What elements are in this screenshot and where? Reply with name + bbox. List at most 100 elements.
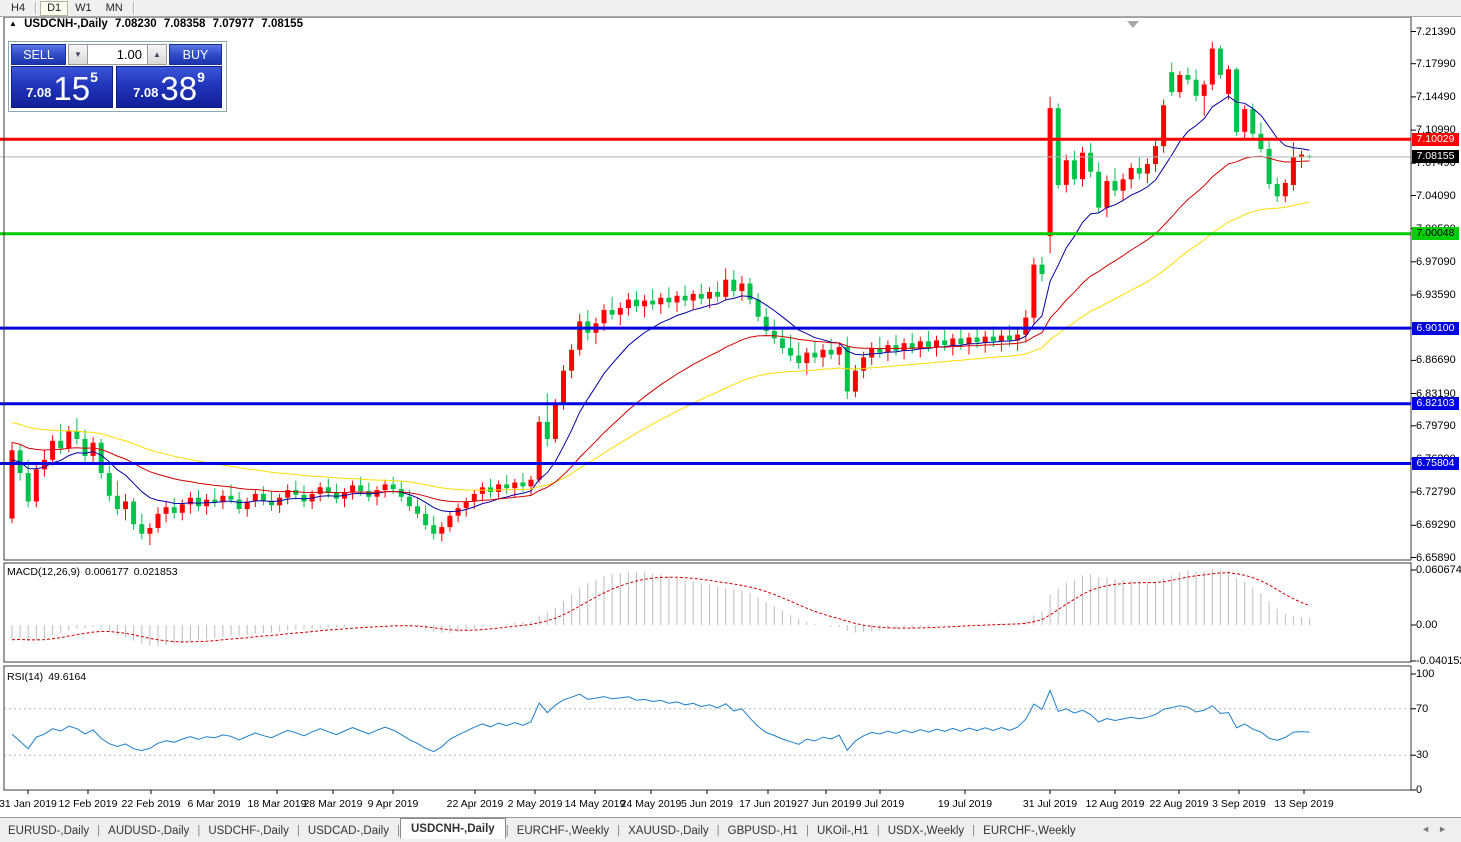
price-axis-label: 7.04090 <box>1416 189 1456 202</box>
trade-panel-prices: 7.08 15 5 7.08 38 9 <box>9 66 226 109</box>
date-axis-label: 12 Feb 2019 <box>58 798 118 810</box>
price-badge[interactable]: 7.08155 <box>1412 150 1459 164</box>
rsi-axis-label: 100 <box>1416 668 1435 680</box>
macd-axis-label: -0.040152 <box>1416 655 1461 667</box>
buy-button[interactable]: BUY <box>169 44 222 65</box>
macd-axis-label: 0.060674 <box>1416 564 1461 576</box>
date-axis-label: 22 Aug 2019 <box>1149 798 1209 810</box>
price-axis-label: 6.86690 <box>1416 354 1456 367</box>
chart-shift-marker-icon[interactable] <box>1127 21 1139 28</box>
tab-divider: | <box>396 824 400 837</box>
symbol-name: USDCNH-,Daily <box>24 18 108 30</box>
timeframe-button-w1[interactable]: W1 <box>75 1 92 14</box>
chart-tab-usdchf-daily[interactable]: USDCHF-,Daily <box>208 824 289 837</box>
symbol-header: ▲ USDCNH-,Daily 7.08230 7.08358 7.07977 … <box>9 18 307 30</box>
timeframe-button-d1[interactable]: D1 <box>40 0 69 16</box>
ma-slow-line <box>11 201 1310 491</box>
price-badge[interactable]: 7.00048 <box>1412 227 1459 241</box>
chart-tab-eurchf-weekly[interactable]: EURCHF-,Weekly <box>516 824 610 837</box>
date-axis-label: 6 Mar 2019 <box>187 798 241 810</box>
price-axis-label: 6.83190 <box>1416 387 1456 400</box>
candles-layer <box>9 41 1313 546</box>
tab-scroll-right-icon[interactable]: ► <box>1438 824 1455 834</box>
volume-decrease-button[interactable]: ▼ <box>68 44 88 65</box>
price-axis-label: 7.17990 <box>1416 57 1456 70</box>
price-axis-label: 6.69290 <box>1416 519 1456 532</box>
date-axis-label: 3 Sep 2019 <box>1212 798 1266 810</box>
date-axis-label: 17 Jun 2019 <box>739 798 797 810</box>
toolbar-separator <box>132 2 135 14</box>
timeframe-button-h4[interactable]: H4 <box>11 1 26 14</box>
date-axis-label: 27 Jun 2019 <box>797 798 855 810</box>
date-axis-label: 28 Mar 2019 <box>303 798 363 810</box>
tab-divider: | <box>972 824 976 837</box>
horizontal-lines-layer[interactable] <box>0 137 1411 465</box>
rsi-value: 49.6164 <box>48 671 87 683</box>
tab-divider: | <box>617 824 621 837</box>
chart-tabs-bar: EURUSD-,Daily | AUDUSD-,Daily | USDCHF-,Dail… <box>0 817 1461 842</box>
timeframe-toolbar: H4 D1 W1 MN <box>0 0 1461 17</box>
macd-value-signal: 0.021853 <box>133 566 178 578</box>
rsi-axis-label: 70 <box>1416 702 1429 715</box>
sell-price-pip: 5 <box>90 69 98 85</box>
toolbar-separator <box>35 2 38 14</box>
volume-increase-button[interactable]: ▲ <box>147 44 167 65</box>
price-axis-label: 6.93590 <box>1416 289 1456 301</box>
chart-tab-ukoil-h1[interactable]: UKOil-,H1 <box>816 824 869 837</box>
collapse-panel-icon[interactable]: ▲ <box>9 19 17 28</box>
price-badge[interactable]: 6.75804 <box>1412 457 1459 470</box>
tab-divider: | <box>97 824 101 837</box>
sell-button[interactable]: SELL <box>11 44 66 65</box>
chart-tab-usdx-weekly[interactable]: USDX-,Weekly <box>887 824 965 837</box>
tab-divider: | <box>805 824 809 837</box>
tab-scroll-arrows: ◄► <box>1421 824 1455 834</box>
macd-value-main: 0.006177 <box>84 566 129 578</box>
date-axis-label: 13 Sep 2019 <box>1274 798 1334 810</box>
buy-price-box[interactable]: 7.08 38 9 <box>116 66 222 108</box>
chart-tab-usdcnh-daily[interactable]: USDCNH-,Daily <box>399 818 506 839</box>
volume-input[interactable] <box>88 44 147 65</box>
tab-scroll-left-icon[interactable]: ◄ <box>1421 824 1439 834</box>
date-axis-label: 14 May 2019 <box>564 798 626 810</box>
chart-tab-usdcad-daily[interactable]: USDCAD-,Daily <box>307 824 389 837</box>
sell-price-box[interactable]: 7.08 15 5 <box>11 66 113 108</box>
date-axis-label: 22 Feb 2019 <box>121 798 181 810</box>
chart-tab-audusd-daily[interactable]: AUDUSD-,Daily <box>108 824 190 837</box>
rsi-axis-label: 30 <box>1416 749 1429 762</box>
chart-tab-eurchf-weekly[interactable]: EURCHF-,Weekly <box>983 824 1076 837</box>
rsi-level-lines <box>4 708 1411 756</box>
date-axis-label: 19 Jul 2019 <box>937 798 993 810</box>
ohlc-open: 7.08230 <box>115 18 157 30</box>
price-axis-label: 7.14490 <box>1416 90 1456 103</box>
date-axis-label: 18 Mar 2019 <box>247 798 307 810</box>
rsi-label: RSI(14) 49.6164 <box>7 671 91 683</box>
sell-price-big: 15 <box>53 70 91 107</box>
chart-tab-gbpusd-h1[interactable]: GBPUSD-,H1 <box>727 824 798 837</box>
sell-price-prefix: 7.08 <box>26 85 52 100</box>
macd-name: MACD(12,26,9) <box>7 566 80 578</box>
macd-label: MACD(12,26,9) 0.006177 0.021853 <box>7 566 183 578</box>
price-badge[interactable]: 7.10029 <box>1412 132 1459 146</box>
tab-divider: | <box>716 824 720 837</box>
ohlc-low: 7.07977 <box>212 18 255 30</box>
tab-divider: | <box>876 824 880 837</box>
ma-fast-line <box>11 95 1310 513</box>
timeframe-button-mn[interactable]: MN <box>105 1 123 14</box>
tab-divider: | <box>197 824 201 837</box>
ohlc-close: 7.08155 <box>261 18 303 30</box>
price-badge[interactable]: 6.82103 <box>1412 397 1459 411</box>
price-axis-label: 6.79790 <box>1416 419 1456 432</box>
macd-axis-label: 0.00 <box>1416 619 1438 631</box>
price-axis-label: 6.65890 <box>1416 551 1456 564</box>
price-badge[interactable]: 6.90100 <box>1412 321 1459 335</box>
macd-signal-line <box>11 572 1310 643</box>
buy-price-pip: 9 <box>197 69 205 85</box>
chart-tab-eurusd-daily[interactable]: EURUSD-,Daily <box>8 824 90 837</box>
buy-price-prefix: 7.08 <box>133 85 159 100</box>
chart-tab-xauusd-daily[interactable]: XAUUSD-,Daily <box>628 824 709 837</box>
date-axis-label: 5 Jun 2019 <box>681 798 733 810</box>
panel-borders <box>3 16 1416 794</box>
